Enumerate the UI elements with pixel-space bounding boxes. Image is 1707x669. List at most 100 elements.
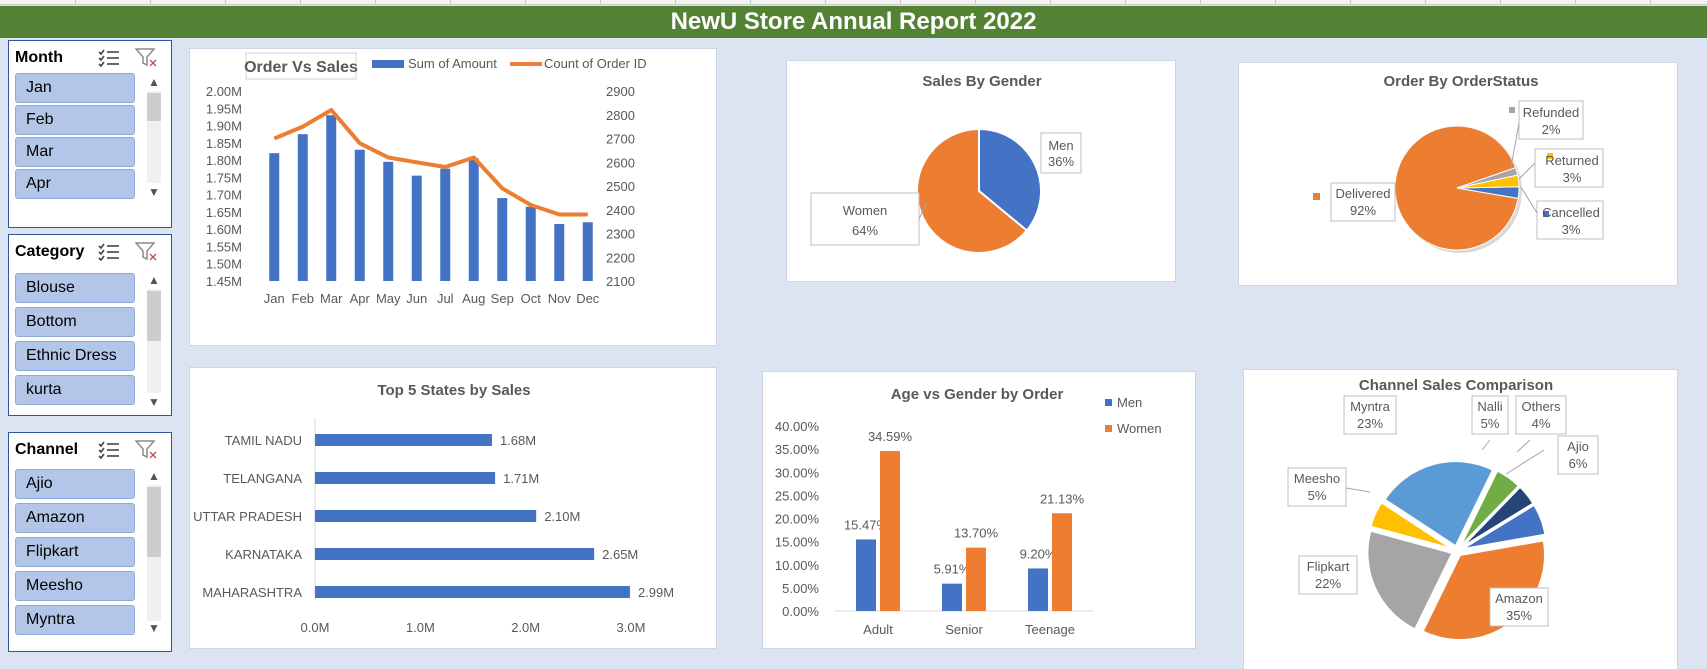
slicer-item-bottom[interactable]: Bottom <box>15 307 135 337</box>
slicer-item-apr[interactable]: Apr <box>15 169 135 199</box>
scroll-up-icon[interactable]: ▲ <box>148 75 160 89</box>
data-label-cancelled-value: 3% <box>1562 222 1581 237</box>
multi-select-icon[interactable] <box>97 47 121 69</box>
slicer-header: Category <box>9 235 171 269</box>
slicer-title: Category <box>15 243 85 260</box>
legend-swatch-sum-of-amount <box>372 60 404 68</box>
x-tick-label: Jan <box>264 291 285 306</box>
channel-sales-chart[interactable]: Channel Sales Comparison Ajio 6% Amazon 35% F… <box>1243 369 1678 669</box>
data-label-men-value: 36% <box>1048 154 1074 169</box>
sales-by-gender-chart[interactable]: Sales By Gender Men 36% Women 64% <box>786 60 1176 282</box>
data-label-box <box>1287 467 1347 507</box>
scroll-down-icon[interactable]: ▼ <box>148 395 160 409</box>
y-tick-label: TELANGANA <box>223 471 302 486</box>
slicer-item-amazon[interactable]: Amazon <box>15 503 135 533</box>
data-label-amazon: Amazon <box>1495 591 1543 606</box>
channel-slicer[interactable]: Channel Ajio Amazon Flipkart Meesho Mynt… <box>8 432 172 652</box>
y-left-tick-label: 1.65M <box>206 205 242 220</box>
scroll-thumb[interactable] <box>147 93 161 121</box>
slicer-item-ethnic-dress[interactable]: Ethnic Dress <box>15 341 135 371</box>
slicer-scrollbar[interactable]: ▲ ▼ <box>141 75 167 199</box>
data-label-telangana: 1.71M <box>503 471 539 486</box>
legend-label-women: Women <box>1117 421 1162 436</box>
category-slicer[interactable]: Category Blouse Bottom Ethnic Dress kurt… <box>8 234 172 416</box>
leader-line <box>1345 487 1371 493</box>
legend-key-delivered <box>1313 193 1320 200</box>
data-label-box <box>1534 148 1604 188</box>
slicer-item-ajio[interactable]: Ajio <box>15 469 135 499</box>
data-label-refunded-value: 2% <box>1542 122 1561 137</box>
x-tick-label: Jul <box>437 291 454 306</box>
slicer-item-mar[interactable]: Mar <box>15 137 135 167</box>
data-label-nalli-value: 5% <box>1481 416 1500 431</box>
slicer-item-flipkart[interactable]: Flipkart <box>15 537 135 567</box>
y-right-tick-label: 2300 <box>606 227 635 242</box>
line-count-of-order-id <box>273 108 588 217</box>
scroll-down-icon[interactable]: ▼ <box>148 621 160 635</box>
bar-sum-of-amount-jun <box>411 175 422 281</box>
multi-select-icon[interactable] <box>97 241 121 263</box>
chart-title: Age vs Gender by Order <box>891 386 1064 403</box>
leader-line <box>1516 439 1531 453</box>
month-slicer[interactable]: Month Jan Feb Mar Apr ▲ ▼ <box>8 40 172 228</box>
y-tick-label: 15.00% <box>775 535 820 550</box>
slicer-header: Month <box>9 41 171 75</box>
data-label-cancelled: Cancelled <box>1542 205 1600 220</box>
leader-line <box>1510 122 1520 168</box>
data-label-box <box>1557 435 1599 475</box>
order-by-status-chart[interactable]: Order By OrderStatus Delivered 92% Refunded… <box>1238 62 1678 286</box>
data-label-myntra: Myntra <box>1350 399 1391 414</box>
legend-swatch-men <box>1105 399 1112 406</box>
pie-slice-ajio <box>1461 503 1547 551</box>
data-label-returned: Returned <box>1545 153 1598 168</box>
slicer-item-meesho[interactable]: Meesho <box>15 571 135 601</box>
scroll-thumb[interactable] <box>147 291 161 341</box>
slicer-item-myntra[interactable]: Myntra <box>15 605 135 635</box>
data-label-box <box>1343 395 1397 435</box>
x-tick-label: Sep <box>491 291 514 306</box>
bar-karnataka <box>315 548 595 560</box>
bar-sum-of-amount-feb <box>297 134 308 281</box>
scroll-up-icon[interactable]: ▲ <box>148 273 160 287</box>
bar-women-adult <box>880 451 900 611</box>
clear-filter-icon[interactable] <box>135 47 159 69</box>
scroll-thumb[interactable] <box>147 487 161 557</box>
legend-key-cancelled <box>1543 211 1549 217</box>
top-states-chart[interactable]: Top 5 States by Sales TAMIL NADU 1.68M TELA… <box>189 367 717 649</box>
slicer-item-blouse[interactable]: Blouse <box>15 273 135 303</box>
data-label-ajio: Ajio <box>1567 439 1589 454</box>
scroll-down-icon[interactable]: ▼ <box>148 185 160 199</box>
scroll-up-icon[interactable]: ▲ <box>148 469 160 483</box>
y-left-tick-label: 1.50M <box>206 257 242 272</box>
order-by-status-plot: Order By OrderStatus Delivered 92% Refunded… <box>1313 73 1604 253</box>
clear-filter-icon[interactable] <box>135 439 159 461</box>
y-right-tick-label: 2200 <box>606 250 635 265</box>
y-tick-label: KARNATAKA <box>225 547 302 562</box>
x-tick-label: 0.0M <box>301 620 330 635</box>
slicer-item-jan[interactable]: Jan <box>15 73 135 103</box>
data-label-refunded: Refunded <box>1523 105 1579 120</box>
slicer-scrollbar[interactable]: ▲ ▼ <box>141 273 167 409</box>
data-label-women-teenage: 21.13% <box>1040 491 1085 506</box>
clear-filter-icon[interactable] <box>135 241 159 263</box>
bar-uttar-pradesh <box>315 510 537 522</box>
slicer-item-kurta[interactable]: kurta <box>15 375 135 405</box>
order-vs-sales-plot: Order Vs Sales Sum of Amount Count of Orde… <box>206 52 647 306</box>
data-label-box <box>1330 182 1396 222</box>
multi-select-icon[interactable] <box>97 439 121 461</box>
x-tick-label: Teenage <box>1025 622 1075 637</box>
bar-sum-of-amount-may <box>383 161 394 281</box>
bar-sum-of-amount-aug <box>468 158 479 281</box>
legend-swatch-women <box>1105 425 1112 432</box>
leader-line <box>1520 186 1538 214</box>
x-tick-label: Dec <box>576 291 600 306</box>
data-label-box <box>1518 100 1584 140</box>
y-tick-label: 35.00% <box>775 442 820 457</box>
order-vs-sales-chart[interactable]: Order Vs Sales Sum of Amount Count of Orde… <box>189 48 717 346</box>
age-vs-gender-chart[interactable]: Age vs Gender by Order 40.00% 35.00% 30.00%… <box>762 371 1196 649</box>
leader-line <box>1505 449 1545 475</box>
slicer-scrollbar[interactable]: ▲ ▼ <box>141 469 167 637</box>
slicer-item-feb[interactable]: Feb <box>15 105 135 135</box>
data-label-delivered-value: 92% <box>1350 203 1376 218</box>
x-tick-label: Aug <box>462 291 485 306</box>
